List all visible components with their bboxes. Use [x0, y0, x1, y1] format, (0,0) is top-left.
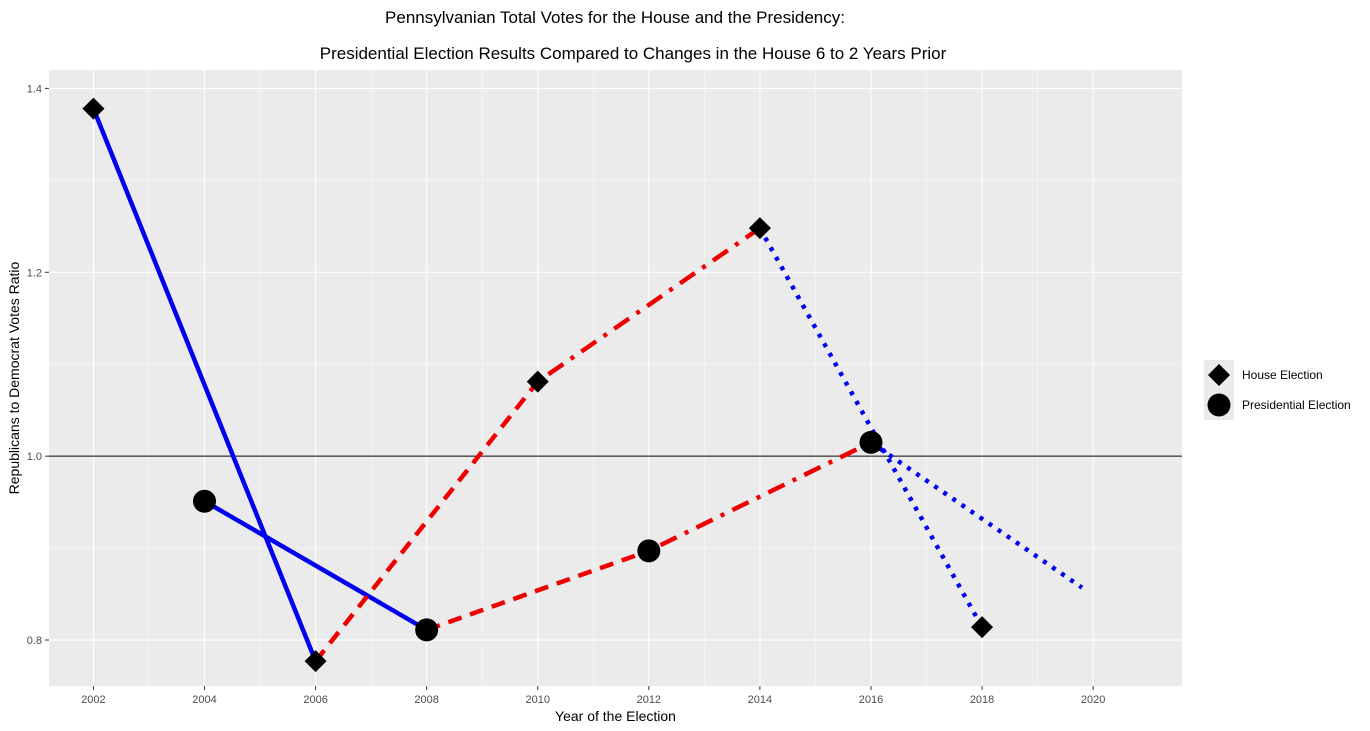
legend-label: Presidential Election — [1242, 398, 1351, 412]
legend: House Election Presidential Election — [1204, 360, 1351, 420]
x-tick-label: 2010 — [526, 694, 550, 706]
series-line-dashed — [313, 380, 540, 663]
series-lines — [91, 107, 1084, 663]
x-axis-ticks: 2002 2004 2006 2008 2010 2012 2014 2016 2018 2020 — [81, 686, 1105, 706]
chart-subtitle: Presidential Election Results Compared t… — [319, 44, 947, 63]
x-axis-label: Year of the Election — [555, 708, 676, 724]
series-line-dotdash — [647, 440, 872, 553]
series-points — [82, 97, 994, 673]
house-election-point — [971, 616, 994, 639]
series-line-solid — [91, 107, 318, 663]
x-tick-label: 2012 — [637, 694, 661, 706]
y-tick-label: 1.4 — [27, 83, 42, 95]
presidential-election-point — [415, 618, 439, 642]
presidential-election-point — [859, 430, 883, 454]
plot-panel — [49, 70, 1182, 686]
x-tick-label: 2004 — [192, 694, 216, 706]
x-tick-label: 2014 — [748, 694, 772, 706]
x-tick-label: 2006 — [303, 694, 327, 706]
legend-circle-icon — [1207, 393, 1231, 417]
house-election-point — [82, 97, 105, 120]
series-line-dotdash — [536, 226, 762, 384]
presidential-election-point — [193, 489, 217, 513]
y-tick-label: 0.8 — [27, 635, 42, 647]
series-line-dashed — [425, 548, 650, 633]
y-axis-ticks: 0.8 1.0 1.2 1.4 — [27, 83, 49, 647]
grid-minor — [49, 70, 1182, 686]
x-tick-label: 2002 — [81, 694, 105, 706]
house-election-point — [304, 650, 327, 673]
x-tick-label: 2018 — [970, 694, 994, 706]
presidential-election-point — [637, 539, 661, 563]
y-tick-label: 1.2 — [27, 267, 42, 279]
y-tick-label: 1.0 — [27, 451, 42, 463]
y-axis-label: Republicans to Democrat Votes Ratio — [6, 261, 22, 494]
x-tick-label: 2020 — [1081, 694, 1105, 706]
x-tick-label: 2016 — [859, 694, 883, 706]
legend-diamond-icon — [1208, 364, 1230, 386]
x-tick-label: 2008 — [414, 694, 438, 706]
chart-title: Pennsylvanian Total Votes for the House … — [385, 8, 845, 27]
legend-label: House Election — [1242, 368, 1323, 382]
series-line-solid — [203, 499, 428, 632]
house-election-point — [748, 217, 771, 240]
house-election-point — [526, 370, 549, 393]
